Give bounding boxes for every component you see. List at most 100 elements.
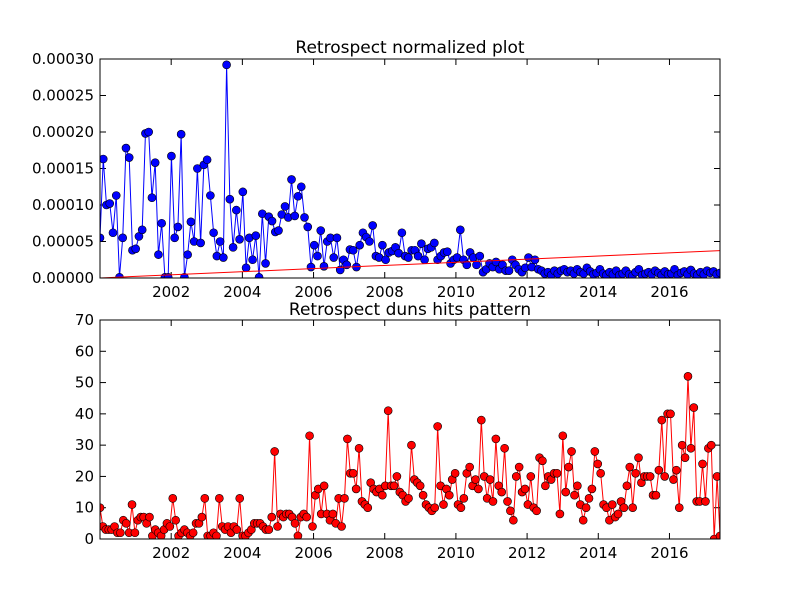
data-point — [555, 509, 565, 519]
y-tick-label: 0.00010 — [32, 196, 94, 214]
data-point — [491, 434, 501, 444]
data-point — [228, 243, 238, 252]
data-point — [313, 251, 322, 261]
data-point — [443, 247, 452, 257]
data-point — [176, 129, 186, 139]
data-point — [100, 233, 105, 243]
data-point — [287, 175, 296, 184]
data-point — [532, 506, 541, 516]
data-point — [168, 494, 178, 503]
data-point — [306, 262, 316, 272]
data-point — [215, 237, 225, 246]
data-point — [232, 525, 242, 534]
axes-frame — [99, 58, 721, 279]
data-point — [669, 475, 678, 484]
x-tick-label: 2008 — [366, 283, 404, 301]
data-point — [651, 490, 661, 500]
data-point — [430, 503, 440, 513]
data-point — [274, 226, 283, 235]
data-point — [186, 217, 196, 227]
data-point — [607, 500, 617, 509]
data-point — [686, 443, 696, 453]
y-tick-label: 70 — [75, 311, 94, 329]
data-point — [573, 481, 582, 491]
data-point — [261, 259, 270, 268]
data-point — [354, 443, 364, 453]
data-point — [538, 456, 547, 466]
data-point — [329, 253, 339, 262]
data-point — [683, 372, 693, 381]
data-point — [567, 447, 576, 456]
data-point — [368, 221, 377, 230]
data-point — [593, 459, 603, 469]
data-point — [625, 462, 635, 472]
data-point — [634, 453, 643, 462]
x-tick-label: 2012 — [508, 544, 546, 562]
data-point — [561, 487, 571, 497]
data-point — [477, 415, 486, 425]
data-point — [365, 237, 374, 246]
data-point — [319, 481, 329, 491]
data-point — [328, 509, 338, 519]
mark-layer — [100, 60, 720, 278]
data-point — [506, 506, 515, 516]
data-point — [248, 255, 257, 265]
data-point — [300, 213, 309, 222]
x-tick-label: 2010 — [437, 283, 475, 301]
data-point — [270, 447, 279, 456]
data-point — [654, 465, 664, 475]
data-point — [645, 472, 655, 481]
data-point — [130, 528, 140, 538]
data-point — [173, 222, 183, 232]
data-point — [511, 472, 521, 481]
data-point — [197, 512, 207, 522]
data-point — [209, 228, 218, 238]
data-point — [264, 525, 274, 534]
y-tick-label: 0.00005 — [32, 233, 94, 251]
y-tick-label: 30 — [75, 436, 94, 454]
data-point — [348, 245, 358, 255]
data-point — [397, 228, 407, 238]
data-point — [206, 191, 215, 200]
data-point — [485, 475, 495, 484]
data-point — [337, 522, 346, 531]
data-point — [332, 233, 342, 243]
data-point — [343, 434, 352, 444]
data-point — [689, 403, 699, 412]
data-point — [439, 500, 448, 509]
data-point — [450, 469, 460, 478]
data-point — [430, 238, 439, 248]
data-point — [404, 253, 413, 262]
data-point — [127, 500, 137, 509]
data-point — [472, 260, 481, 270]
data-point — [666, 409, 675, 419]
data-point — [456, 225, 465, 235]
data-point — [280, 202, 290, 211]
x-tick-label: 2004 — [223, 544, 261, 562]
data-point — [465, 462, 474, 472]
data-point — [660, 472, 669, 481]
x-tick-label: 2016 — [650, 283, 688, 301]
data-point — [157, 218, 166, 228]
x-tick-label: 2014 — [579, 283, 617, 301]
data-point — [418, 490, 428, 500]
data-point — [293, 191, 303, 201]
data-point — [526, 472, 536, 481]
x-tick-label: 2012 — [508, 283, 546, 301]
data-point — [706, 440, 716, 450]
data-point — [200, 494, 210, 503]
data-point — [105, 199, 115, 208]
data-point — [147, 193, 157, 202]
data-point — [225, 194, 235, 204]
y-tick-label: 50 — [75, 374, 94, 392]
data-point — [316, 226, 326, 235]
x-tick-label: 2006 — [294, 283, 332, 301]
x-tick-label: 2004 — [223, 283, 261, 301]
data-point — [581, 503, 591, 513]
data-point — [241, 263, 251, 273]
y-tick-label: 0 — [84, 530, 94, 548]
data-point — [108, 228, 118, 238]
data-point — [305, 431, 314, 441]
data-point — [500, 443, 509, 453]
